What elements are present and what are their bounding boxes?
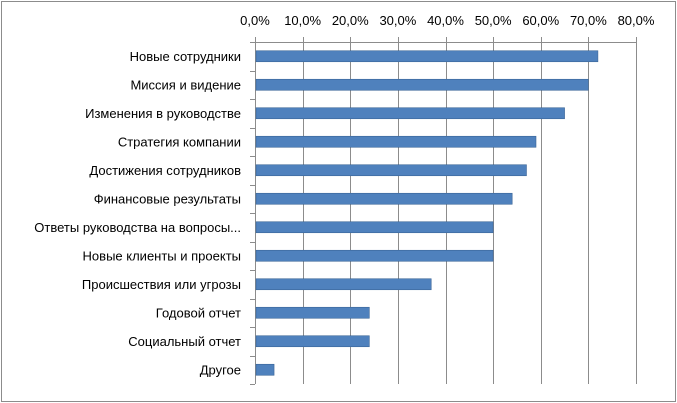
tick-label: 30,0%	[379, 13, 416, 28]
tick-label: 60,0%	[522, 13, 559, 28]
tick-labels: 0,0% 10,0% 20,0% 30,0% 40,0% 50,0% 60,0% 70,0% 8…	[240, 13, 655, 28]
bar	[255, 221, 494, 234]
category-label: Новые сотрудники	[130, 49, 241, 64]
category-label: Происшествия или угрозы	[82, 277, 241, 292]
bar	[255, 107, 565, 120]
category-label: Новые клиенты и проекты	[83, 248, 241, 263]
bar	[255, 363, 275, 376]
category-label: Изменения в руководстве	[85, 106, 241, 121]
tick-label: 70,0%	[570, 13, 607, 28]
category-label: Миссия и видение	[130, 77, 241, 92]
tick-label: 80,0%	[618, 13, 655, 28]
tick-label: 50,0%	[475, 13, 512, 28]
category-label: Ответы руководства на вопросы...	[34, 220, 241, 235]
bar	[255, 192, 513, 205]
bar	[255, 135, 537, 148]
category-label: Другое	[200, 362, 241, 377]
category-label: Годовой отчет	[156, 305, 241, 320]
bar	[255, 78, 589, 91]
bar	[255, 335, 370, 348]
tick-label: 0,0%	[240, 13, 270, 28]
category-label: Стратегия компании	[118, 134, 241, 149]
tick-label: 40,0%	[427, 13, 464, 28]
bar	[255, 164, 527, 177]
category-label: Финансовые результаты	[94, 191, 241, 206]
bar	[255, 306, 370, 319]
bar	[255, 278, 432, 291]
bars	[255, 50, 599, 376]
tick-label: 10,0%	[284, 13, 321, 28]
axes	[250, 37, 637, 385]
gridlines	[303, 42, 637, 384]
bar	[255, 50, 599, 63]
category-label: Социальный отчет	[128, 334, 241, 349]
category-label: Достижения сотрудников	[89, 163, 241, 178]
bar	[255, 249, 494, 262]
tick-label: 20,0%	[332, 13, 369, 28]
category-labels: Новые сотрудники Миссия и видение Изменени…	[34, 49, 241, 378]
